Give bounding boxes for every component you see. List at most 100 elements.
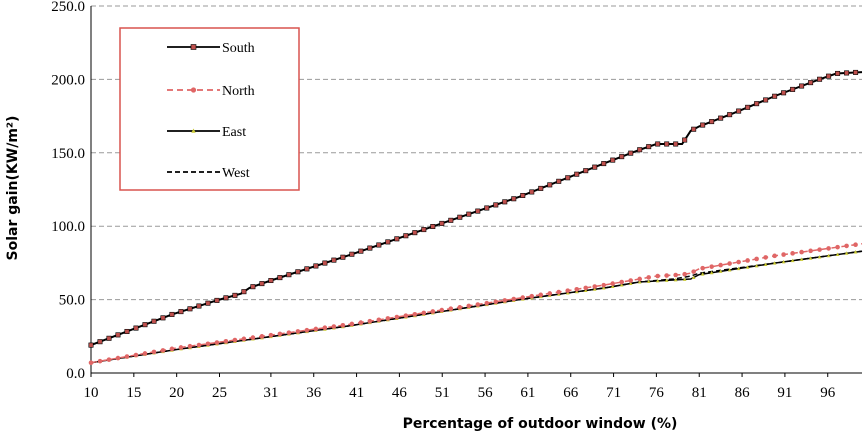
east-point [700,272,705,276]
south-point [322,260,328,266]
east-point [736,266,741,271]
north-point [340,322,346,328]
south-point [106,335,112,341]
north-point [709,264,714,269]
east-point [592,287,597,291]
south-point [610,157,616,163]
south-point [691,126,697,132]
x-tick-label: 96 [820,385,836,401]
north-point [601,282,607,288]
x-tick-label: 91 [777,385,792,401]
north-point [187,343,193,349]
north-point [250,335,256,340]
south-point [214,297,220,303]
north-point [295,329,301,334]
south-point [349,251,355,257]
north-point [367,318,373,324]
south-point [133,325,139,331]
east-point [610,284,615,289]
south-point [277,275,283,281]
north-point [682,271,687,277]
south-point [304,266,310,272]
north-point [610,281,616,286]
south-point [772,93,778,99]
east-point [853,250,858,254]
legend-label: East [222,125,246,140]
south-point [394,236,400,242]
south-point [448,217,454,223]
east-point [601,286,606,290]
south-point [646,144,652,150]
north-point [124,354,130,359]
north-point [754,256,759,262]
north-point [808,248,813,254]
legend-label: North [222,84,255,99]
east-point [691,275,696,280]
south-point [826,73,832,79]
north-point [745,258,750,263]
x-tick-label: 15 [126,385,141,401]
x-tick-label: 36 [306,385,322,401]
north-point [178,345,184,350]
north-point [241,336,247,342]
north-point [196,342,202,348]
north-point [736,259,741,265]
south-point [493,202,499,208]
north-point [817,247,822,252]
north-point [133,352,139,358]
north-point [349,321,355,327]
north-point [268,332,274,338]
south-point [547,182,553,188]
north-point [142,351,148,356]
south-point [538,185,544,191]
north-point [637,276,642,282]
south-point [313,263,319,269]
y-tick-label: 200.0 [51,72,85,88]
south-point [844,70,850,76]
north-point [619,279,625,285]
y-tick-label: 150.0 [51,146,85,162]
north-point [205,341,211,347]
east-point [763,262,768,267]
south-point [601,161,607,167]
south-point [817,76,823,82]
south-point [421,227,427,233]
east-point [745,265,750,269]
south-point [835,70,841,76]
south-point [655,141,661,147]
north-point [628,278,633,283]
south-point [475,208,481,214]
x-tick-label: 41 [349,385,364,401]
south-point [430,223,436,229]
south-point [241,289,247,295]
legend-label: West [222,166,250,181]
x-tick-label: 56 [478,385,494,401]
east-point [682,277,687,281]
south-point [358,248,364,254]
east-point [637,279,642,284]
legend-marker [190,44,197,50]
north-point [691,269,696,274]
south-point [574,171,580,177]
legend-item-south: South [167,41,255,56]
x-tick-label: 25 [212,385,227,401]
y-axis-label: Solar gain(KW/m²) [5,116,21,261]
south-point [376,242,382,248]
north-point [718,262,723,268]
north-point [466,303,472,309]
south-point [556,178,562,184]
south-point [745,104,751,110]
legend-label: South [222,41,255,56]
north-point [556,289,562,295]
legend-item-west: West [167,166,250,181]
south-point [412,230,418,236]
x-tick-label: 66 [563,385,579,401]
north-point [547,291,553,296]
x-axis-label: Percentage of outdoor window (%) [403,416,678,432]
south-point [619,154,625,160]
north-point [376,317,382,323]
legend-marker [191,128,196,133]
east-point [790,258,795,263]
north-point [673,272,678,278]
east-point [619,282,624,287]
